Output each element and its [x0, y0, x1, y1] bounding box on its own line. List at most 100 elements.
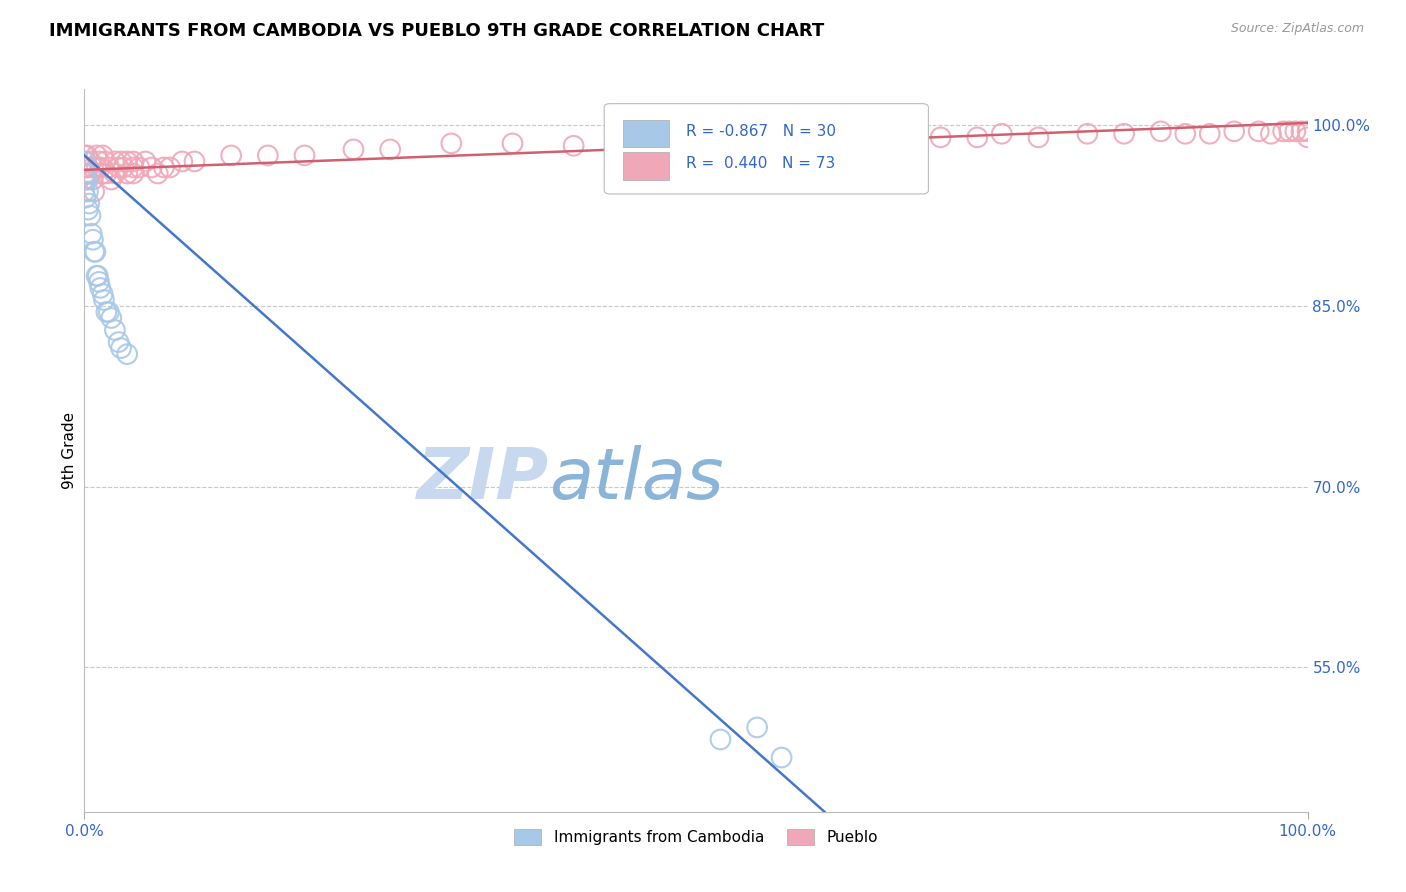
- Point: [1296, 130, 1319, 145]
- Point: [770, 750, 793, 764]
- Point: [219, 148, 242, 162]
- Point: [135, 154, 157, 169]
- Text: R =  0.440   N = 73: R = 0.440 N = 73: [686, 156, 835, 171]
- Point: [807, 130, 830, 145]
- Point: [380, 143, 402, 157]
- Point: [79, 209, 101, 223]
- Point: [107, 335, 129, 350]
- Point: [110, 341, 132, 355]
- Point: [1272, 124, 1295, 138]
- Point: [122, 161, 145, 175]
- Point: [146, 167, 169, 181]
- Point: [83, 244, 105, 259]
- Y-axis label: 9th Grade: 9th Grade: [62, 412, 77, 489]
- Point: [1278, 124, 1301, 138]
- Point: [153, 161, 176, 175]
- Point: [1174, 127, 1197, 141]
- Point: [96, 305, 118, 319]
- Point: [115, 154, 138, 169]
- Point: [97, 161, 120, 175]
- Point: [1198, 127, 1220, 141]
- Point: [80, 227, 103, 241]
- Point: [1076, 127, 1098, 141]
- Point: [91, 167, 114, 181]
- Point: [87, 275, 110, 289]
- Point: [75, 167, 97, 181]
- Point: [112, 161, 135, 175]
- Point: [107, 161, 129, 175]
- Point: [183, 154, 205, 169]
- Point: [73, 148, 96, 162]
- Point: [79, 154, 101, 169]
- Point: [73, 185, 96, 199]
- Point: [77, 161, 100, 175]
- Point: [77, 185, 100, 199]
- Text: atlas: atlas: [550, 445, 724, 514]
- Point: [709, 732, 731, 747]
- Point: [1284, 124, 1306, 138]
- Point: [869, 133, 891, 147]
- Point: [115, 167, 138, 181]
- Point: [747, 133, 769, 147]
- Point: [73, 161, 96, 175]
- Bar: [623, 120, 669, 147]
- Point: [502, 136, 524, 151]
- Point: [905, 130, 928, 145]
- Point: [991, 127, 1014, 141]
- Point: [104, 167, 127, 181]
- Point: [77, 202, 100, 217]
- Point: [97, 305, 120, 319]
- Point: [128, 161, 150, 175]
- FancyBboxPatch shape: [605, 103, 928, 194]
- Point: [89, 161, 111, 175]
- Point: [82, 172, 104, 186]
- Point: [1028, 130, 1050, 145]
- Point: [1223, 124, 1246, 138]
- Point: [440, 136, 463, 151]
- Point: [79, 167, 101, 181]
- Point: [110, 154, 132, 169]
- Point: [624, 133, 647, 147]
- Point: [76, 148, 98, 162]
- Point: [104, 323, 127, 337]
- Text: IMMIGRANTS FROM CAMBODIA VS PUEBLO 9TH GRADE CORRELATION CHART: IMMIGRANTS FROM CAMBODIA VS PUEBLO 9TH G…: [49, 22, 824, 40]
- Point: [96, 167, 118, 181]
- Point: [84, 244, 107, 259]
- Point: [1114, 127, 1136, 141]
- Point: [1296, 124, 1319, 138]
- Point: [93, 293, 115, 307]
- Point: [966, 130, 988, 145]
- Point: [83, 185, 105, 199]
- Point: [75, 167, 97, 181]
- Point: [82, 233, 104, 247]
- Point: [86, 148, 108, 162]
- Point: [159, 161, 181, 175]
- Text: Source: ZipAtlas.com: Source: ZipAtlas.com: [1230, 22, 1364, 36]
- Point: [73, 172, 96, 186]
- Point: [141, 161, 163, 175]
- Point: [1247, 124, 1270, 138]
- Point: [1260, 127, 1282, 141]
- Point: [100, 172, 122, 186]
- Point: [115, 347, 138, 361]
- Point: [100, 311, 122, 326]
- Point: [86, 161, 108, 175]
- Point: [77, 172, 100, 186]
- Point: [87, 154, 110, 169]
- Point: [89, 281, 111, 295]
- Point: [75, 191, 97, 205]
- Text: R = -0.867   N = 30: R = -0.867 N = 30: [686, 124, 837, 138]
- Point: [929, 130, 952, 145]
- Point: [82, 161, 104, 175]
- Point: [342, 143, 364, 157]
- Point: [122, 167, 145, 181]
- Point: [94, 154, 117, 169]
- Point: [91, 148, 114, 162]
- Point: [86, 268, 108, 283]
- Point: [73, 154, 96, 169]
- Bar: [623, 152, 669, 179]
- Point: [75, 154, 97, 169]
- Point: [257, 148, 280, 162]
- Point: [73, 172, 96, 186]
- Point: [1150, 124, 1173, 138]
